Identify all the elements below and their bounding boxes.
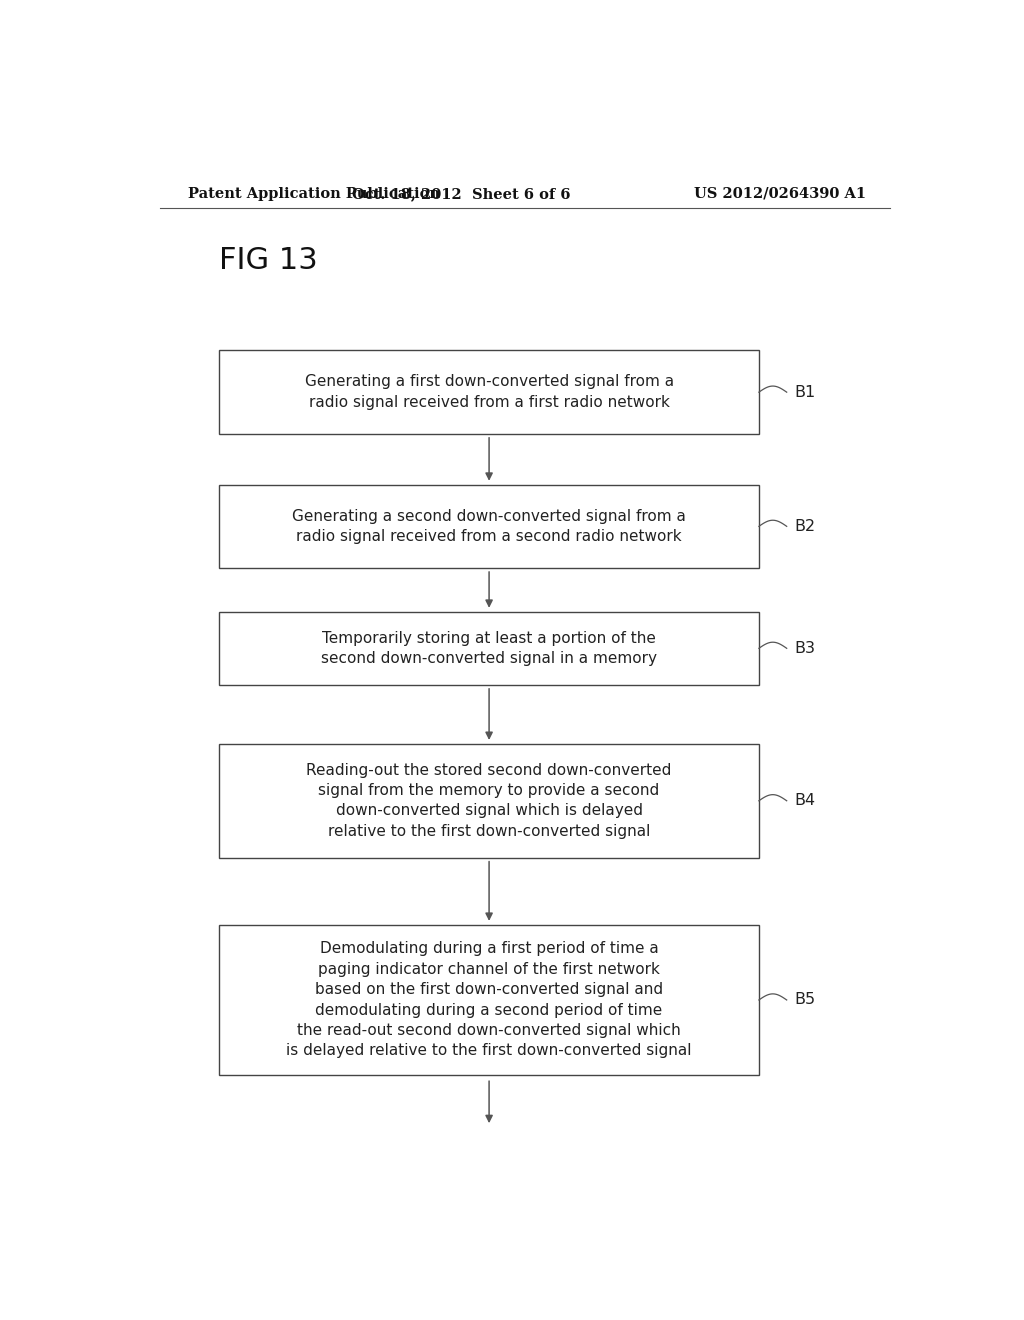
Text: B3: B3 [795,640,816,656]
Bar [219,925,759,1076]
Bar [219,744,759,858]
Text: FIG 13: FIG 13 [219,246,318,275]
Bar [219,351,759,434]
Text: Oct. 18, 2012  Sheet 6 of 6: Oct. 18, 2012 Sheet 6 of 6 [352,187,570,201]
Text: Generating a second down-converted signal from a
radio signal received from a se: Generating a second down-converted signa… [292,508,686,544]
Text: B4: B4 [795,793,816,808]
Text: Demodulating during a first period of time a
paging indicator channel of the fir: Demodulating during a first period of ti… [287,941,692,1059]
Bar [219,611,759,685]
Text: Temporarily storing at least a portion of the
second down-converted signal in a : Temporarily storing at least a portion o… [322,631,657,667]
Bar [219,484,759,568]
Text: B1: B1 [795,384,816,400]
Text: US 2012/0264390 A1: US 2012/0264390 A1 [694,187,866,201]
Text: Generating a first down-converted signal from a
radio signal received from a fir: Generating a first down-converted signal… [304,375,674,411]
Text: Reading-out the stored second down-converted
signal from the memory to provide a: Reading-out the stored second down-conve… [306,763,672,840]
Text: Patent Application Publication: Patent Application Publication [187,187,439,201]
Text: B2: B2 [795,519,816,533]
Text: B5: B5 [795,993,816,1007]
